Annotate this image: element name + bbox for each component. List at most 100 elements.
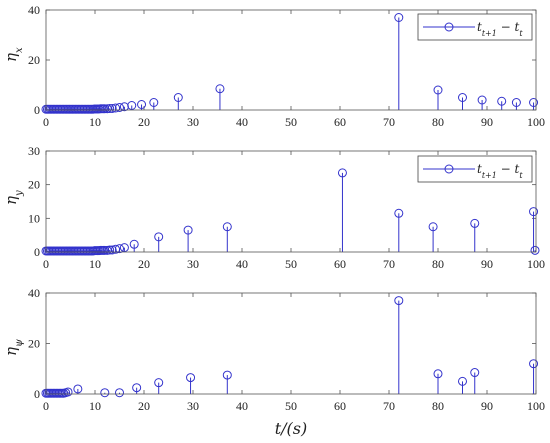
stem-marker (222, 222, 232, 232)
x-tick-label: 70 (383, 115, 395, 129)
x-tick-label: 40 (236, 257, 248, 271)
x-tick-label: 30 (187, 115, 199, 129)
plot-frame (45, 150, 537, 253)
stem-marker (107, 104, 117, 113)
x-tick-label: 0 (43, 399, 49, 413)
stem-marker (530, 245, 540, 255)
stem-marker (529, 359, 539, 369)
stem-marker (149, 98, 159, 107)
stem-marker (73, 384, 83, 394)
y-tick-label: 20 (28, 178, 40, 192)
stem-marker (337, 168, 347, 178)
stem-marker (470, 218, 480, 228)
x-tick-label: 70 (383, 257, 395, 271)
stem-marker (100, 388, 110, 398)
x-tick-label: 100 (527, 115, 545, 129)
stem-marker (115, 244, 124, 254)
legend-marker (444, 22, 454, 32)
ylabel-eta-y: ηy (2, 190, 25, 205)
stem-marker (115, 103, 124, 112)
y-tick-label: 30 (28, 144, 40, 158)
stem-marker (470, 368, 480, 378)
panel-eta-y: ηy 0 10 20 30 40 50 60 70 80 90 100 0 10 20 30 tt+1 − … (2, 144, 545, 271)
stem-marker (433, 85, 443, 95)
stem-marker (433, 369, 443, 379)
stem-marker (477, 95, 487, 105)
x-tick-label: 30 (187, 257, 199, 271)
y-tick-label: 0 (34, 387, 40, 401)
x-tick-label: 20 (138, 257, 150, 271)
y-tick-label: 40 (28, 3, 40, 17)
ylabel-eta-psi: ηψ (2, 339, 25, 356)
y-tick-label: 0 (34, 245, 40, 259)
stem-marker (183, 225, 193, 235)
x-tick-label: 10 (89, 115, 101, 129)
y-tick-label: 20 (28, 337, 40, 351)
x-tick-label: 40 (236, 115, 248, 129)
stem-marker (63, 387, 73, 397)
x-tick-label: 50 (285, 399, 297, 413)
y-tick-label: 0 (34, 103, 40, 117)
legend: tt+1 − tt (417, 155, 533, 183)
legend: tt+1 − tt (417, 13, 533, 41)
stem-marker (119, 102, 129, 112)
x-tick-label: 90 (481, 115, 493, 129)
x-tick-label: 60 (334, 257, 346, 271)
x-tick-label: 80 (432, 399, 444, 413)
x-tick-label: 90 (481, 257, 493, 271)
ylabel-eta-x: ηx (2, 47, 25, 62)
x-tick-label: 80 (432, 257, 444, 271)
stem-marker (132, 383, 142, 393)
x-tick-label: 60 (334, 115, 346, 129)
x-tick-label: 20 (138, 399, 150, 413)
stem-marker (105, 104, 115, 113)
x-tick-label: 0 (43, 115, 49, 129)
stem-marker (394, 296, 404, 306)
x-tick-label: 10 (89, 399, 101, 413)
stem-marker (127, 101, 137, 110)
stem-marker (173, 93, 183, 102)
legend-label: tt+1 − tt (477, 20, 523, 38)
x-tick-label: 90 (481, 399, 493, 413)
x-tick-label: 70 (383, 399, 395, 413)
plot-frame (45, 292, 537, 395)
x-tick-label: 60 (334, 399, 346, 413)
stem-marker (105, 245, 115, 255)
x-tick-label: 100 (527, 399, 545, 413)
stem-marker (394, 208, 404, 218)
stem-marker (458, 93, 467, 102)
x-tick-label: 50 (285, 257, 297, 271)
stem-marker (428, 222, 438, 232)
x-tick-label: 80 (432, 115, 444, 129)
panel-eta-psi: ηψ 0 10 20 30 40 50 60 70 80 90 100 0 20 40 (2, 286, 545, 413)
stem-marker (100, 245, 110, 255)
x-tick-label: 40 (236, 399, 248, 413)
stem-marker (529, 98, 539, 107)
y-tick-label: 20 (28, 53, 40, 67)
legend-label: tt+1 − tt (477, 162, 523, 180)
x-tick-label: 100 (527, 257, 545, 271)
stem-marker (222, 370, 232, 380)
stem-marker (115, 388, 124, 398)
stem-marker (497, 96, 507, 106)
panel-eta-x: ηx 0 10 20 30 40 50 60 70 80 90 100 0 20 40 tt+1 − tt (2, 3, 545, 129)
plot-frame (45, 9, 537, 111)
x-tick-label: 30 (187, 399, 199, 413)
stem-marker (215, 84, 225, 94)
xlabel: t/(s) (275, 419, 308, 438)
stem-marker (154, 378, 164, 388)
x-tick-label: 20 (138, 115, 150, 129)
y-tick-label: 40 (28, 286, 40, 300)
x-tick-label: 50 (285, 115, 297, 129)
stem-marker (154, 232, 164, 242)
y-tick-label: 10 (28, 211, 40, 225)
stem-marker (186, 373, 196, 383)
stem-marker (394, 13, 404, 22)
stem-marker (529, 207, 539, 217)
stem-marker (100, 104, 110, 114)
x-tick-label: 10 (89, 257, 101, 271)
stem-marker (458, 376, 467, 386)
stem-marker (129, 239, 139, 249)
stem-marker (137, 100, 147, 109)
legend-marker (444, 164, 454, 174)
